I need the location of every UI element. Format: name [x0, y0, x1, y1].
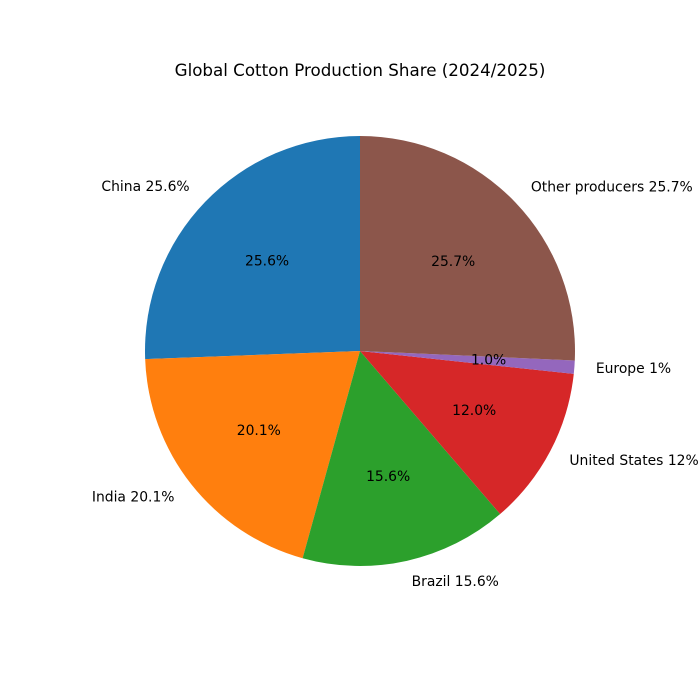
pie-slice-india [145, 351, 360, 559]
pie-slice-pct-brazil: 15.6% [366, 469, 410, 485]
pie-slice-pct-other-producers: 25.7% [431, 254, 475, 270]
pie-labels-group: China 25.6% 25.6% India 20.1% 20.1% Brazil 1… [92, 179, 699, 590]
chart-title: Global Cotton Production Share (2024/202… [175, 60, 546, 80]
pie-slice-united-states [360, 351, 574, 515]
pie-slice-label-india: India 20.1% [92, 490, 175, 506]
pie-slice-pct-united-states: 12.0% [452, 403, 496, 419]
pie-slice-pct-china: 25.6% [245, 254, 289, 270]
pie-slice-label-other-producers: Other producers 25.7% [531, 179, 693, 195]
pie-slice-label-brazil: Brazil 15.6% [412, 574, 499, 590]
pie-slice-pct-europe: 1.0% [471, 353, 506, 369]
pie-slice-china [144, 136, 360, 360]
pie-slice-europe [360, 351, 575, 374]
pie-slice-label-united-states: United States 12% [569, 453, 698, 469]
pie-slice-label-china: China 25.6% [101, 179, 189, 195]
pie-slice-label-europe: Europe 1% [596, 361, 671, 377]
pie-slice-pct-india: 20.1% [237, 423, 281, 439]
pie-slices-group [144, 136, 575, 566]
pie-slice-brazil [302, 351, 501, 566]
pie-slice-other-producers [360, 136, 575, 361]
